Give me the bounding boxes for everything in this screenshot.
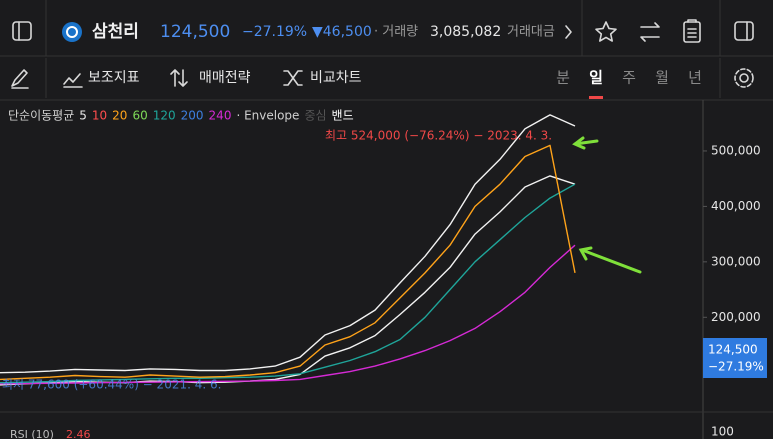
y-tick-label: 400,000 (711, 199, 761, 213)
period-tab[interactable]: 월 (655, 69, 669, 87)
change: ▼46,500 (312, 24, 372, 40)
memo-button[interactable] (683, 21, 701, 43)
period-tab[interactable]: 주 (622, 69, 636, 87)
series-line (0, 144, 576, 381)
legend-period: 20 (112, 109, 127, 123)
change-pct: −27.19% (242, 24, 307, 40)
price-tag-price: 124,500 (708, 343, 758, 357)
tool-button[interactable]: 비교차트 (310, 70, 362, 86)
y-tick-label: 300,000 (711, 254, 761, 268)
tool-button[interactable]: 매매전략 (199, 70, 251, 86)
logo-mark (66, 26, 78, 38)
series-line (0, 244, 576, 385)
legend-period: 5 (79, 109, 87, 123)
legend-envelope-band: 밴드 (332, 109, 354, 123)
panel-toggle[interactable] (734, 21, 754, 41)
rsi-label: RSI (10) (10, 428, 54, 439)
arrow (578, 246, 642, 274)
legend-period: 10 (92, 109, 107, 123)
icon-part (734, 68, 754, 88)
legend-period: 120 (153, 109, 176, 123)
price-tag (703, 338, 767, 378)
favorite-button[interactable] (595, 21, 617, 42)
legend-period: 240 (209, 109, 232, 123)
y-tick-label: 500,000 (711, 143, 761, 157)
legend-period: 200 (181, 109, 204, 123)
legend-envelope-center: 중심 (304, 109, 326, 123)
volume-label: · 거래량 (374, 25, 418, 40)
settings-button[interactable] (739, 73, 749, 83)
legend-label: 단순이동평균 (8, 109, 74, 123)
volume: 3,085,082 (430, 24, 501, 40)
sidebar-toggle[interactable] (12, 21, 32, 41)
period-tab[interactable]: 년 (688, 69, 702, 87)
tool-icon (63, 73, 83, 88)
tool-button[interactable]: 보조지표 (88, 70, 140, 86)
swap-button[interactable] (640, 22, 660, 42)
stock-name[interactable]: 삼천리 (92, 22, 139, 42)
amount-label: 거래대금 (507, 25, 555, 40)
tool-icon (170, 69, 188, 87)
plot (0, 114, 707, 386)
period-tab[interactable]: 분 (556, 69, 570, 87)
header: 삼천리 124,500 −27.19% ▼46,500 · 거래량 3,085,… (0, 0, 773, 57)
rsi-tick: 100 (711, 425, 734, 439)
icon-part (687, 19, 697, 38)
period-tab[interactable]: 일 (589, 69, 603, 87)
scroll-right[interactable] (565, 25, 572, 39)
series-line (0, 114, 576, 374)
legend-envelope: · Envelope (236, 109, 299, 123)
rsi-value: 2.46 (66, 428, 91, 439)
fade (555, 14, 580, 50)
stock-logo (62, 22, 82, 42)
series-line (0, 183, 576, 384)
period-underline (589, 96, 603, 99)
price-tag-change: −27.19% (708, 360, 764, 374)
high-annotation: 최고 524,000 (−76.24%) − 2023. 4. 3. (325, 129, 552, 143)
draw-button[interactable] (11, 69, 29, 89)
low-annotation: 최저 77,600 (+60.44%) − 2021. 4. 6. (2, 378, 221, 392)
y-tick-label: 200,000 (711, 310, 761, 324)
legend-period: 60 (132, 109, 147, 123)
arrow (572, 136, 599, 150)
toolbar: 보조지표 매매전략 비교차트 분 일 주 월 년 (0, 58, 773, 101)
stock-price: 124,500 (160, 22, 230, 42)
tool-icon (283, 70, 303, 86)
indicator-legend: 단순이동평균 5 10 20 60 120 200 240 · Envelope 중심 밴드 (8, 109, 354, 123)
